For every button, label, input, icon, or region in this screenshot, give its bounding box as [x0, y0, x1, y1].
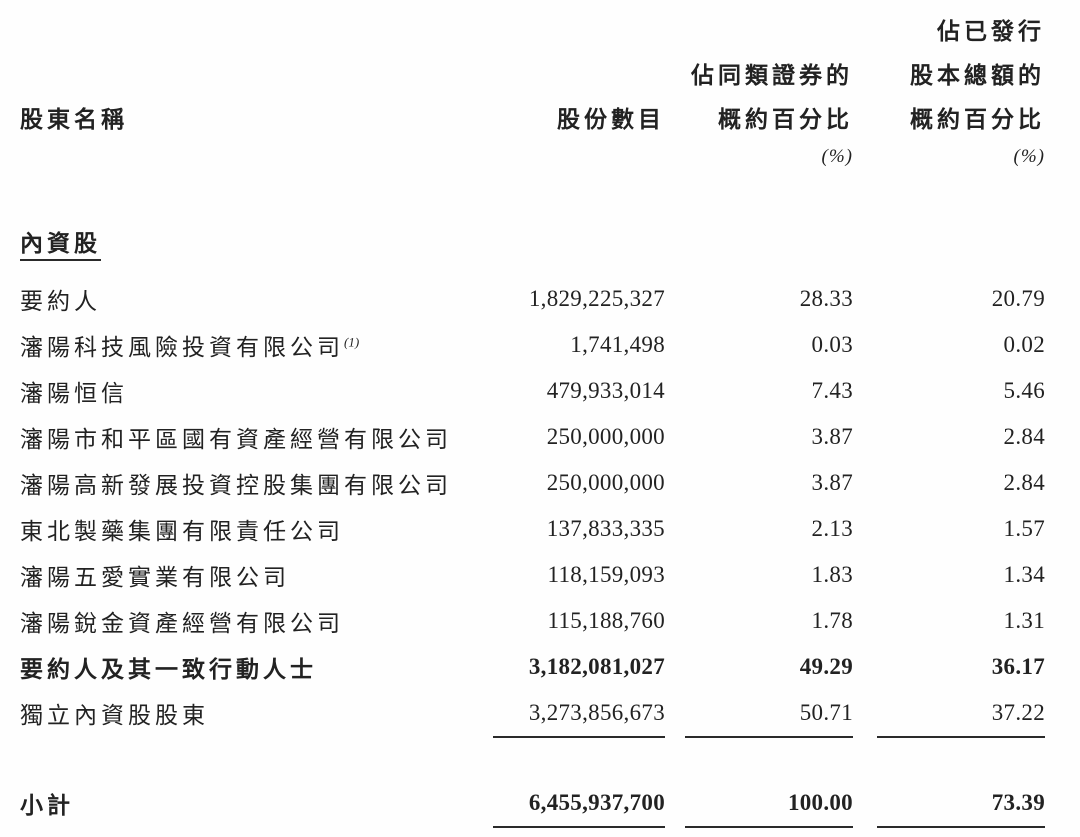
class-pct-cell: 28.33 — [799, 286, 853, 311]
shareholder-name-cell: 東北製藥集團有限責任公司 — [20, 512, 470, 546]
subtotal-shares-cell: 6,455,937,700 — [528, 790, 665, 815]
total-capital-header-line3: 概約百分比 — [910, 107, 1045, 132]
sum-rule — [685, 736, 853, 738]
shares-cell: 250,000,000 — [546, 424, 665, 449]
subtotal-label-cell: 小計 — [20, 786, 470, 820]
same-class-header-line1: 佔同類證券的 — [691, 63, 853, 88]
sum-rule-row — [20, 736, 1045, 740]
subtotal-label: 小計 — [20, 793, 74, 818]
total-pct-cell: 1.31 — [1003, 608, 1045, 633]
subtotal-row: 小計 6,455,937,700 100.00 73.39 — [20, 780, 1045, 826]
table-row: 瀋陽高新發展投資控股集團有限公司 250,000,000 3.87 2.84 — [20, 460, 1045, 506]
class-pct-cell: 0.03 — [811, 332, 853, 357]
table-row-offeror-concert-parties: 要約人及其一致行動人士 3,182,081,027 49.29 36.17 — [20, 644, 1045, 690]
shares-cell: 3,273,856,673 — [528, 700, 665, 725]
class-pct-cell: 2.13 — [811, 516, 853, 541]
spacer — [470, 826, 665, 828]
shareholder-name-cell: 瀋陽五愛實業有限公司 — [20, 558, 470, 592]
same-class-percent-unit: (%) — [821, 146, 853, 167]
table-row: 瀋陽恒信 479,933,014 7.43 5.46 — [20, 368, 1045, 414]
shares-cell: 115,188,760 — [547, 608, 665, 633]
shareholder-name: 瀋陽五愛實業有限公司 — [20, 565, 290, 590]
table-row: 東北製藥集團有限責任公司 137,833,335 2.13 1.57 — [20, 506, 1045, 552]
total-pct-cell: 2.84 — [1003, 470, 1045, 495]
sum-rule — [493, 826, 665, 828]
shareholder-name-header: 股東名稱 — [20, 107, 128, 132]
spacer — [853, 736, 1045, 738]
section-title: 內資股 — [20, 231, 101, 261]
shareholder-name: 瀋陽市和平區國有資產經營有限公司 — [20, 427, 452, 452]
shares-cell: 1,829,225,327 — [528, 286, 665, 311]
shares-cell: 250,000,000 — [546, 470, 665, 495]
shareholder-name: 瀋陽恒信 — [20, 381, 128, 406]
shareholder-name: 瀋陽高新發展投資控股集團有限公司 — [20, 473, 452, 498]
shares-count-header: 股份數目 — [557, 107, 665, 132]
header-line-1: 佔已發行 — [20, 8, 1045, 46]
shares-cell: 118,159,093 — [547, 562, 665, 587]
sum-rule — [877, 736, 1045, 738]
shareholder-name: 要約人及其一致行動人士 — [20, 657, 317, 682]
class-pct-cell: 1.83 — [811, 562, 853, 587]
subtotal-total-pct-cell: 73.39 — [991, 790, 1045, 815]
class-pct-cell: 1.78 — [811, 608, 853, 633]
shareholder-name-cell: 獨立內資股股東 — [20, 696, 470, 730]
shareholder-name: 瀋陽銳金資產經營有限公司 — [20, 611, 344, 636]
shareholder-name: 獨立內資股股東 — [20, 703, 209, 728]
spacer — [853, 826, 1045, 828]
shareholder-name-cell: 瀋陽恒信 — [20, 374, 470, 408]
shareholder-table: 要約人 1,829,225,327 28.33 20.79 瀋陽科技風險投資有限… — [20, 276, 1045, 740]
spacer — [665, 736, 853, 738]
total-pct-cell: 0.02 — [1003, 332, 1045, 357]
total-pct-cell: 20.79 — [991, 286, 1045, 311]
total-capital-header-line1: 佔已發行 — [937, 19, 1045, 44]
shareholder-name-cell: 要約人 — [20, 282, 470, 316]
total-pct-cell: 37.22 — [991, 700, 1045, 725]
class-pct-cell: 50.71 — [799, 700, 853, 725]
subtotal-class-pct-cell: 100.00 — [787, 790, 853, 815]
footnote-ref: (1) — [344, 334, 360, 350]
shareholder-name-cell: 瀋陽高新發展投資控股集團有限公司 — [20, 466, 470, 500]
shareholder-name-cell: 瀋陽市和平區國有資產經營有限公司 — [20, 420, 470, 454]
spacer — [470, 736, 665, 738]
sum-rule — [493, 736, 665, 738]
header-line-4: (%) (%) — [20, 134, 1045, 170]
shareholder-name: 要約人 — [20, 289, 101, 314]
shareholder-name-cell: 要約人及其一致行動人士 — [20, 650, 470, 684]
subtotal-rule-row — [20, 826, 1045, 830]
section-domestic-shares: 內資股 — [20, 224, 1045, 261]
table-row: 瀋陽市和平區國有資產經營有限公司 250,000,000 3.87 2.84 — [20, 414, 1045, 460]
shareholder-name-cell: 瀋陽科技風險投資有限公司(1) — [20, 328, 470, 362]
class-pct-cell: 3.87 — [811, 470, 853, 495]
header-line-3: 股東名稱 股份數目 概約百分比 概約百分比 — [20, 90, 1045, 134]
total-capital-percent-unit: (%) — [1013, 146, 1045, 167]
total-pct-cell: 36.17 — [991, 654, 1045, 679]
spacer — [665, 826, 853, 828]
table-row: 要約人 1,829,225,327 28.33 20.79 — [20, 276, 1045, 322]
total-pct-cell: 2.84 — [1003, 424, 1045, 449]
total-pct-cell: 1.34 — [1003, 562, 1045, 587]
class-pct-cell: 7.43 — [811, 378, 853, 403]
sum-rule — [685, 826, 853, 828]
table-row: 瀋陽五愛實業有限公司 118,159,093 1.83 1.34 — [20, 552, 1045, 598]
table-row-independent-holders: 獨立內資股股東 3,273,856,673 50.71 37.22 — [20, 690, 1045, 736]
shares-cell: 3,182,081,027 — [528, 654, 665, 679]
shareholder-name: 瀋陽科技風險投資有限公司 — [20, 335, 344, 360]
total-pct-cell: 5.46 — [1003, 378, 1045, 403]
shareholder-name-cell: 瀋陽銳金資產經營有限公司 — [20, 604, 470, 638]
total-pct-cell: 1.57 — [1003, 516, 1045, 541]
sum-rule — [877, 826, 1045, 828]
table-row: 瀋陽科技風險投資有限公司(1) 1,741,498 0.03 0.02 — [20, 322, 1045, 368]
table-row: 瀋陽銳金資產經營有限公司 115,188,760 1.78 1.31 — [20, 598, 1045, 644]
header-line-2: 佔同類證券的 股本總額的 — [20, 46, 1045, 90]
shares-cell: 479,933,014 — [546, 378, 665, 403]
shares-cell: 1,741,498 — [570, 332, 665, 357]
class-pct-cell: 49.29 — [799, 654, 853, 679]
shareholder-name: 東北製藥集團有限責任公司 — [20, 519, 344, 544]
total-capital-header-line2: 股本總額的 — [910, 63, 1045, 88]
same-class-header-line2: 概約百分比 — [718, 107, 853, 132]
class-pct-cell: 3.87 — [811, 424, 853, 449]
shares-cell: 137,833,335 — [546, 516, 665, 541]
